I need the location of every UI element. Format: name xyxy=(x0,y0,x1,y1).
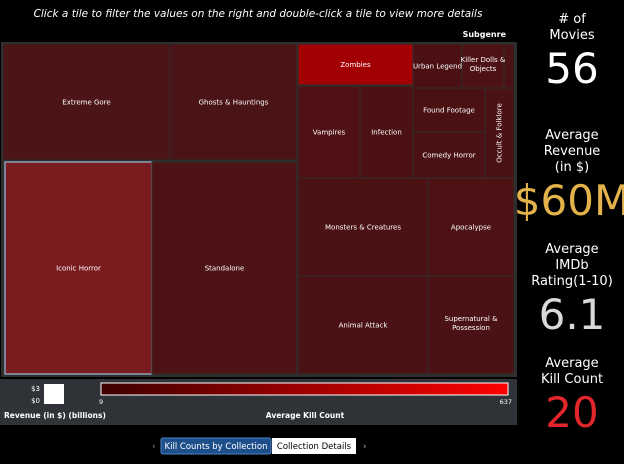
legend-label: $0 xyxy=(31,397,40,405)
kpi-value: 20 xyxy=(545,388,598,437)
tile-label: Supernatural & Possession xyxy=(444,315,498,332)
tab[interactable]: Kill Counts by Collection xyxy=(165,442,268,452)
tile-label: Apocalypse xyxy=(451,224,491,232)
tile-label: Standalone xyxy=(205,265,245,273)
kpi-value: 6.1 xyxy=(539,290,606,339)
tab[interactable]: Collection Details xyxy=(277,442,352,452)
tile-label: Occult & Folklore xyxy=(496,103,504,163)
kpi-label: Average Revenue (in $) xyxy=(544,128,601,175)
kpi-value: $60M xyxy=(514,176,624,225)
tile[interactable] xyxy=(297,275,429,375)
revenue-legend-swatch xyxy=(44,384,64,404)
tile-label: Animal Attack xyxy=(339,322,389,330)
kpi-label: Average IMDb Rating(1-10) xyxy=(531,242,613,289)
legend-label: $3 xyxy=(31,385,40,393)
treemap-label: Subgenre xyxy=(463,30,507,39)
tile-label: Urban Legend xyxy=(413,63,462,71)
tile[interactable] xyxy=(412,131,486,179)
tile[interactable] xyxy=(297,85,361,179)
tile-label: Ghosts & Hauntings xyxy=(199,99,269,107)
tile-label: Comedy Horror xyxy=(422,152,475,160)
legend-title: Average Kill Count xyxy=(266,411,345,420)
color-legend xyxy=(100,382,509,396)
kpi-value: 56 xyxy=(545,44,598,93)
tile-label: Extreme Gore xyxy=(62,99,110,107)
tile[interactable] xyxy=(484,87,515,179)
tab-inactive[interactable] xyxy=(272,438,356,454)
tile-label: Infection xyxy=(371,129,402,137)
tile-label: Zombies xyxy=(340,61,371,69)
tile-label: Killer Dolls & Objects xyxy=(461,56,506,73)
tile[interactable] xyxy=(427,275,515,375)
tile-label: Monsters & Creatures xyxy=(325,224,401,232)
tile-label: Found Footage xyxy=(423,107,475,115)
tile-label: Vampires xyxy=(313,129,346,137)
tile[interactable] xyxy=(169,43,298,161)
next-arrow[interactable]: › xyxy=(363,442,367,452)
tile[interactable] xyxy=(151,161,298,375)
legend-label: 637 xyxy=(500,398,512,406)
instruction: Click a tile to filter the values on the… xyxy=(34,8,483,20)
legend-title: Revenue (in $) (billions) xyxy=(4,411,106,420)
tile[interactable] xyxy=(297,43,414,86)
tile[interactable] xyxy=(427,177,515,277)
tile[interactable] xyxy=(359,85,414,179)
tile[interactable] xyxy=(4,161,153,375)
kpi-label: # of Movies xyxy=(549,12,594,43)
prev-arrow[interactable]: ‹ xyxy=(152,442,156,452)
tile[interactable] xyxy=(297,177,429,277)
tile[interactable] xyxy=(461,43,505,89)
tile[interactable] xyxy=(503,43,515,89)
kpi-label: Average Kill Count xyxy=(541,356,603,387)
tile[interactable] xyxy=(2,43,171,161)
tab-active[interactable] xyxy=(160,437,272,455)
tile-label: Iconic Horror xyxy=(56,265,101,273)
legend-label: 9 xyxy=(99,398,103,406)
